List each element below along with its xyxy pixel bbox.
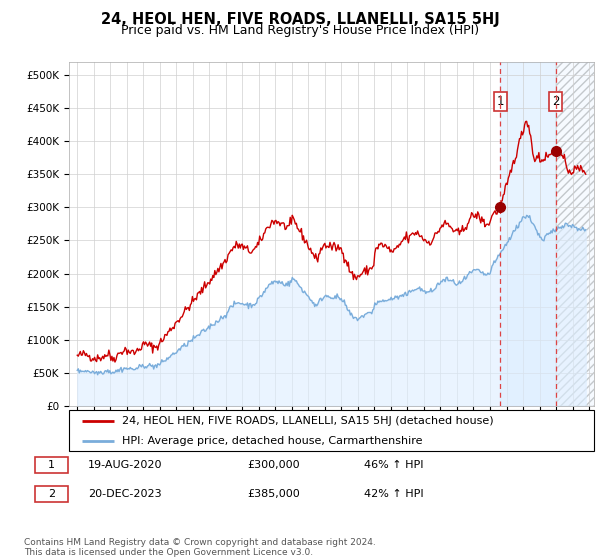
FancyBboxPatch shape bbox=[69, 410, 594, 451]
Text: 1: 1 bbox=[497, 95, 504, 108]
Text: £300,000: £300,000 bbox=[247, 460, 300, 470]
Bar bbox=[500, 62, 556, 406]
Text: £385,000: £385,000 bbox=[247, 489, 300, 499]
Text: 46% ↑ HPI: 46% ↑ HPI bbox=[364, 460, 424, 470]
FancyBboxPatch shape bbox=[35, 457, 68, 473]
Bar bbox=[556, 62, 600, 406]
Text: 42% ↑ HPI: 42% ↑ HPI bbox=[364, 489, 424, 499]
FancyBboxPatch shape bbox=[35, 486, 68, 502]
Text: Price paid vs. HM Land Registry's House Price Index (HPI): Price paid vs. HM Land Registry's House … bbox=[121, 24, 479, 36]
Text: 1: 1 bbox=[48, 460, 55, 470]
Text: 2: 2 bbox=[48, 489, 55, 499]
Bar bbox=[556, 62, 600, 406]
Text: Contains HM Land Registry data © Crown copyright and database right 2024.
This d: Contains HM Land Registry data © Crown c… bbox=[24, 538, 376, 557]
Bar bbox=[556, 62, 600, 406]
Text: 24, HEOL HEN, FIVE ROADS, LLANELLI, SA15 5HJ: 24, HEOL HEN, FIVE ROADS, LLANELLI, SA15… bbox=[101, 12, 499, 27]
Text: 20-DEC-2023: 20-DEC-2023 bbox=[88, 489, 162, 499]
Text: 19-AUG-2020: 19-AUG-2020 bbox=[88, 460, 163, 470]
Text: HPI: Average price, detached house, Carmarthenshire: HPI: Average price, detached house, Carm… bbox=[121, 436, 422, 446]
Text: 24, HEOL HEN, FIVE ROADS, LLANELLI, SA15 5HJ (detached house): 24, HEOL HEN, FIVE ROADS, LLANELLI, SA15… bbox=[121, 417, 493, 426]
Text: 2: 2 bbox=[552, 95, 559, 108]
